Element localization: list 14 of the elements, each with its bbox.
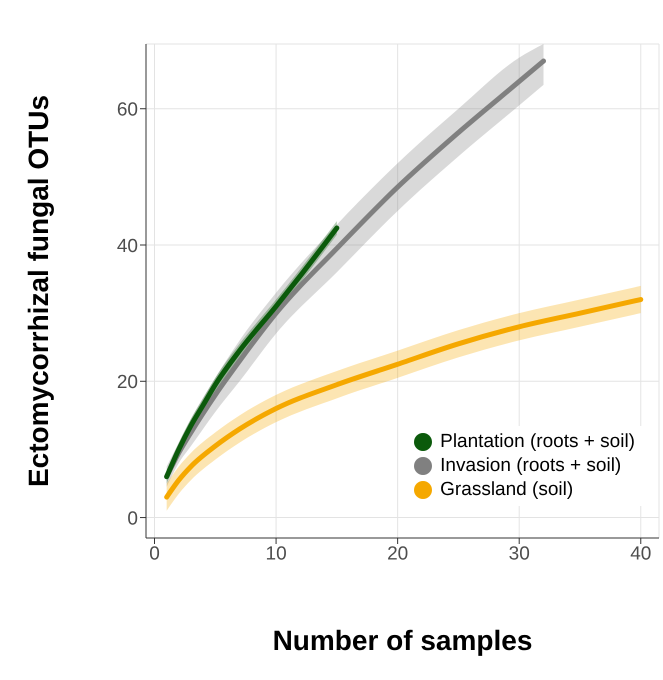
- x-tick-label: 40: [630, 543, 652, 564]
- y-tick-label: 20: [116, 372, 138, 394]
- legend-label: Grassland (soil): [439, 478, 574, 502]
- x-tick-label: 10: [266, 543, 287, 564]
- y-tick-label: 40: [116, 236, 138, 257]
- y-tick-label: 0: [127, 508, 138, 530]
- x-tick-label: 30: [508, 543, 530, 564]
- y-axis-title: Ectomycorrhizal fungal OTUs: [22, 94, 54, 488]
- x-axis-title: Number of samples: [272, 625, 532, 656]
- y-tick-label: 60: [116, 99, 138, 120]
- x-tick-label: 20: [387, 543, 408, 564]
- x-tick-label: 0: [149, 543, 160, 564]
- legend-label: Plantation (roots + soil): [439, 430, 635, 454]
- legend-label: Invasion (roots + soil): [439, 454, 622, 478]
